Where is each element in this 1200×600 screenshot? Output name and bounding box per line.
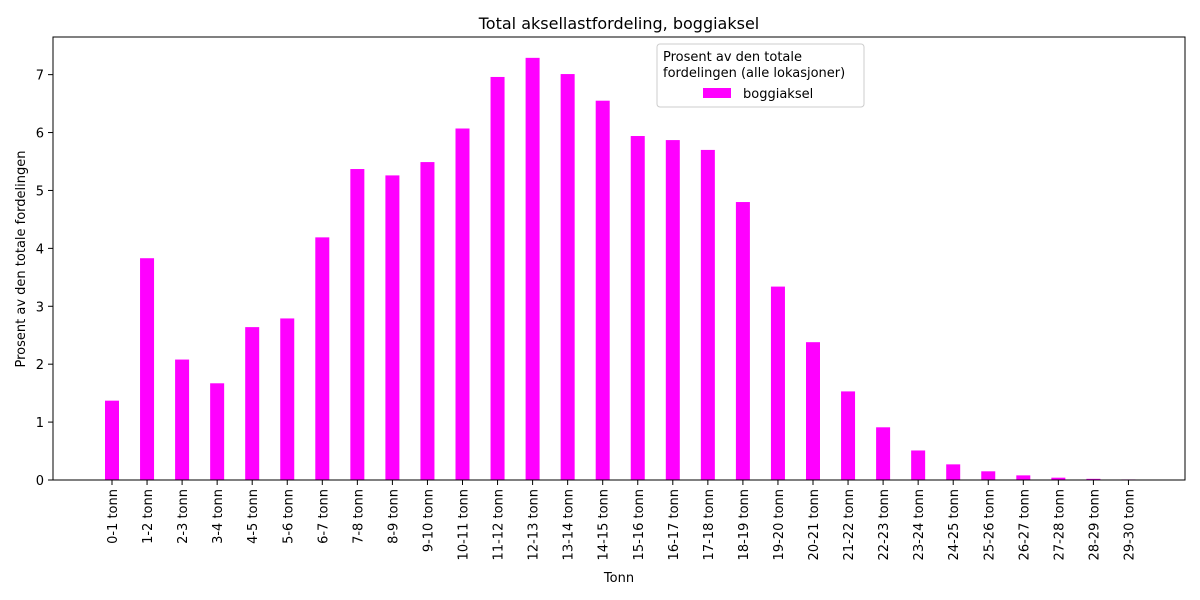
- x-tick-label: 26-27 tonn: [1017, 489, 1032, 560]
- bar-1-2-tonn: [140, 258, 155, 480]
- x-tick-label: 17-18 tonn: [702, 489, 717, 560]
- x-tick-label: 8-9 tonn: [386, 489, 401, 544]
- y-tick-label: 6: [36, 127, 44, 142]
- bar-26-27-tonn: [1016, 475, 1031, 480]
- y-tick-label: 1: [36, 416, 44, 431]
- x-tick-label: 28-29 tonn: [1087, 489, 1102, 560]
- x-tick-label: 12-13 tonn: [527, 489, 542, 560]
- y-axis-label: Prosent av den totale fordelingen: [14, 151, 29, 368]
- bar-14-15-tonn: [595, 100, 610, 480]
- legend: Prosent av den totale fordelingen (alle …: [656, 43, 865, 108]
- x-tick-label: 24-25 tonn: [947, 489, 962, 560]
- plot-frame: [52, 36, 1186, 481]
- bar-10-11-tonn: [455, 128, 470, 480]
- bar-12-13-tonn: [525, 57, 540, 480]
- y-tick-label: 7: [36, 69, 44, 84]
- bar-4-5-tonn: [245, 327, 260, 480]
- bar-8-9-tonn: [385, 175, 400, 480]
- x-tick-label: 18-19 tonn: [737, 489, 752, 560]
- bar-5-6-tonn: [280, 318, 295, 480]
- x-tick-label: 9-10 tonn: [421, 489, 436, 552]
- bar-2-3-tonn: [175, 359, 190, 480]
- chart-title: Total aksellastfordeling, boggiaksel: [478, 14, 759, 33]
- x-tick-label: 14-15 tonn: [597, 489, 612, 560]
- x-tick-label: 11-12 tonn: [492, 489, 507, 560]
- y-axis: 0 1 2 3 4 5 6 7: [36, 69, 53, 489]
- x-tick-label: 1-2 tonn: [141, 489, 156, 544]
- x-tick-label: 7-8 tonn: [351, 489, 366, 544]
- bar-17-18-tonn: [700, 149, 715, 481]
- bars-group: [105, 57, 1136, 481]
- x-tick-label: 10-11 tonn: [457, 489, 472, 560]
- bar-19-20-tonn: [770, 286, 785, 480]
- bar-21-22-tonn: [841, 391, 856, 480]
- legend-title-line2: fordelingen (alle lokasjoner): [663, 66, 845, 81]
- bar-3-4-tonn: [210, 383, 225, 480]
- y-tick-label: 3: [36, 300, 44, 315]
- bar-7-8-tonn: [350, 169, 365, 480]
- bar-28-29-tonn: [1086, 478, 1101, 480]
- x-tick-label: 6-7 tonn: [316, 489, 331, 544]
- x-tick-label: 23-24 tonn: [912, 489, 927, 560]
- x-axis: 0-1 tonn 1-2 tonn 2-3 tonn 3-4 tonn 4-5 tonn…: [106, 480, 1137, 560]
- bar-0-1-tonn: [105, 400, 119, 480]
- bar-9-10-tonn: [420, 162, 435, 480]
- x-tick-label: 19-20 tonn: [772, 489, 787, 560]
- x-tick-label: 29-30 tonn: [1122, 489, 1137, 560]
- bar-13-14-tonn: [560, 74, 575, 480]
- x-tick-label: 13-14 tonn: [562, 489, 577, 560]
- bar-23-24-tonn: [911, 450, 926, 480]
- bar-16-17-tonn: [665, 140, 680, 480]
- bar-27-28-tonn: [1051, 477, 1066, 480]
- y-tick-label: 2: [36, 358, 44, 373]
- y-tick-label: 4: [36, 242, 44, 257]
- bar-6-7-tonn: [315, 237, 330, 480]
- y-tick-label: 5: [36, 184, 44, 199]
- x-tick-label: 20-21 tonn: [807, 489, 822, 560]
- x-tick-label: 16-17 tonn: [667, 489, 682, 560]
- bar-20-21-tonn: [806, 342, 820, 480]
- legend-title-line1: Prosent av den totale: [663, 50, 802, 65]
- x-axis-label: Tonn: [603, 571, 634, 586]
- x-tick-label: 25-26 tonn: [982, 489, 997, 560]
- legend-label: boggiaksel: [743, 87, 813, 102]
- x-tick-label: 3-4 tonn: [211, 489, 226, 544]
- bar-25-26-tonn: [981, 471, 996, 480]
- bar-18-19-tonn: [735, 202, 750, 481]
- x-tick-label: 27-28 tonn: [1052, 489, 1067, 560]
- bar-15-16-tonn: [630, 136, 645, 480]
- x-tick-label: 5-6 tonn: [281, 489, 296, 544]
- bar-11-12-tonn: [490, 76, 505, 481]
- legend-swatch: [703, 88, 731, 98]
- bar-22-23-tonn: [876, 427, 891, 480]
- x-tick-label: 0-1 tonn: [106, 489, 121, 544]
- x-tick-label: 15-16 tonn: [632, 489, 647, 560]
- bar-24-25-tonn: [946, 464, 961, 480]
- y-tick-label: 0: [36, 474, 44, 489]
- x-tick-label: 2-3 tonn: [176, 489, 191, 544]
- x-tick-label: 22-23 tonn: [877, 489, 892, 560]
- x-tick-label: 21-22 tonn: [842, 489, 857, 560]
- x-tick-label: 4-5 tonn: [246, 489, 261, 544]
